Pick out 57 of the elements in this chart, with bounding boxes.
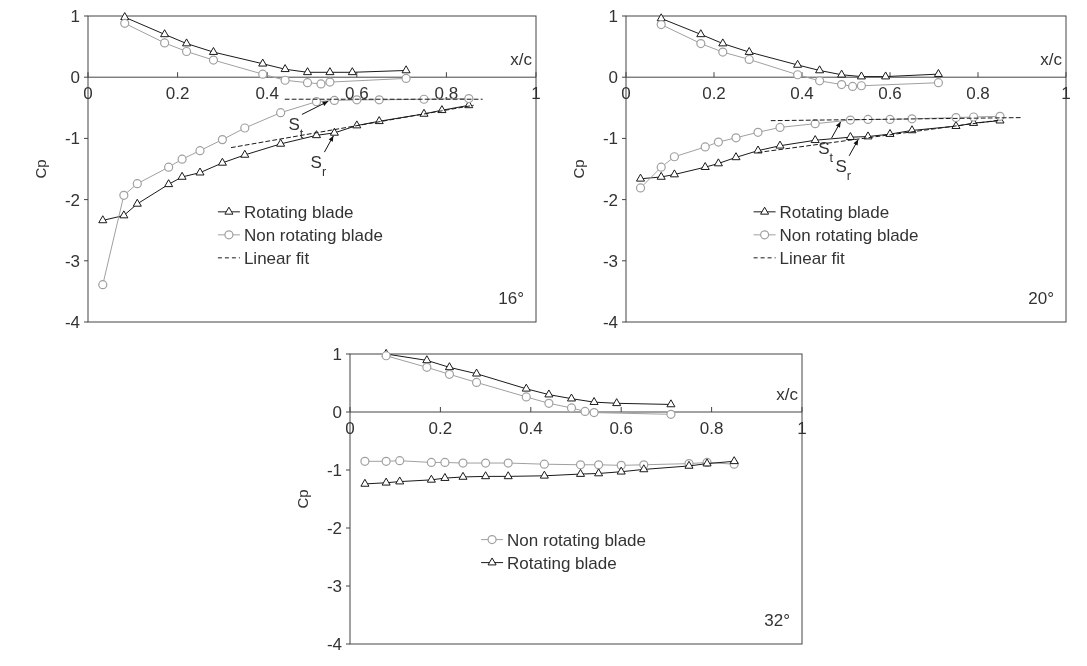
legend-label: Non rotating blade (779, 225, 919, 245)
y-tick-label: 0 (332, 403, 342, 422)
legend-label: Rotating blade (243, 202, 354, 222)
legend-label: Linear fit (243, 248, 310, 268)
x-tick-label: 0.4 (790, 84, 814, 104)
x-tick-label: 0.2 (702, 84, 726, 104)
x-tick-label: 0.6 (609, 419, 634, 438)
x-axis-title: x/c (510, 50, 533, 70)
legend-label: Rotating blade (779, 202, 890, 222)
y-tick-label: -1 (602, 129, 618, 149)
annotation: S$_{t}$ (288, 115, 304, 141)
x-tick-label: 1 (1061, 84, 1071, 104)
x-tick-label: 0.6 (878, 84, 902, 104)
x-tick-label: 0.6 (344, 84, 369, 104)
y-tick-label: 0 (608, 68, 618, 88)
y-tick-label: -2 (326, 519, 342, 538)
x-tick-label: 0.8 (699, 419, 724, 438)
annotation: S$_{r}$ (835, 156, 852, 183)
annotation: 32° (764, 611, 790, 630)
x-tick-label: 0 (345, 419, 355, 438)
x-axis-title: x/c (776, 385, 799, 404)
y-tick-label: -4 (326, 635, 342, 654)
annotation: 16° (498, 289, 524, 308)
x-tick-label: 0.2 (165, 84, 190, 104)
y-tick-label: -1 (64, 129, 80, 149)
annotation: 20° (1028, 289, 1054, 308)
legend-label: Rotating blade (507, 553, 617, 573)
y-tick-label: -3 (64, 251, 80, 271)
y-axis-title: Cp (294, 489, 311, 509)
x-axis-title: x/c (1040, 50, 1063, 70)
y-tick-label: -1 (326, 461, 342, 480)
y-tick-label: 1 (70, 7, 80, 26)
y-tick-label: 1 (332, 345, 342, 364)
x-tick-label: 1 (797, 419, 807, 438)
x-tick-label: 0.2 (428, 419, 453, 438)
y-tick-label: -2 (602, 190, 618, 210)
x-tick-label: 0 (621, 84, 631, 104)
y-tick-label: 0 (70, 68, 80, 88)
y-tick-label: -2 (64, 190, 80, 210)
x-tick-label: 0.8 (966, 84, 990, 104)
annotation: S$_{r}$ (310, 153, 327, 179)
x-tick-label: 0.4 (255, 84, 280, 104)
legend-label: Non rotating blade (507, 530, 647, 550)
y-tick-label: -4 (64, 313, 80, 332)
y-tick-label: -3 (602, 251, 618, 271)
y-axis-title: Cp (32, 159, 49, 179)
y-tick-label: -4 (602, 313, 618, 332)
annotation: S$_{t}$ (818, 139, 834, 165)
x-tick-label: 0 (83, 84, 93, 104)
x-tick-label: 1 (531, 84, 541, 104)
x-tick-label: 0.4 (518, 419, 543, 438)
x-tick-label: 0.8 (434, 84, 459, 104)
legend-label: Non rotating blade (243, 225, 383, 245)
y-axis-title: Cp (570, 159, 587, 179)
y-tick-label: 1 (608, 7, 618, 26)
y-tick-label: -3 (326, 577, 342, 596)
legend-label: Linear fit (779, 248, 846, 268)
